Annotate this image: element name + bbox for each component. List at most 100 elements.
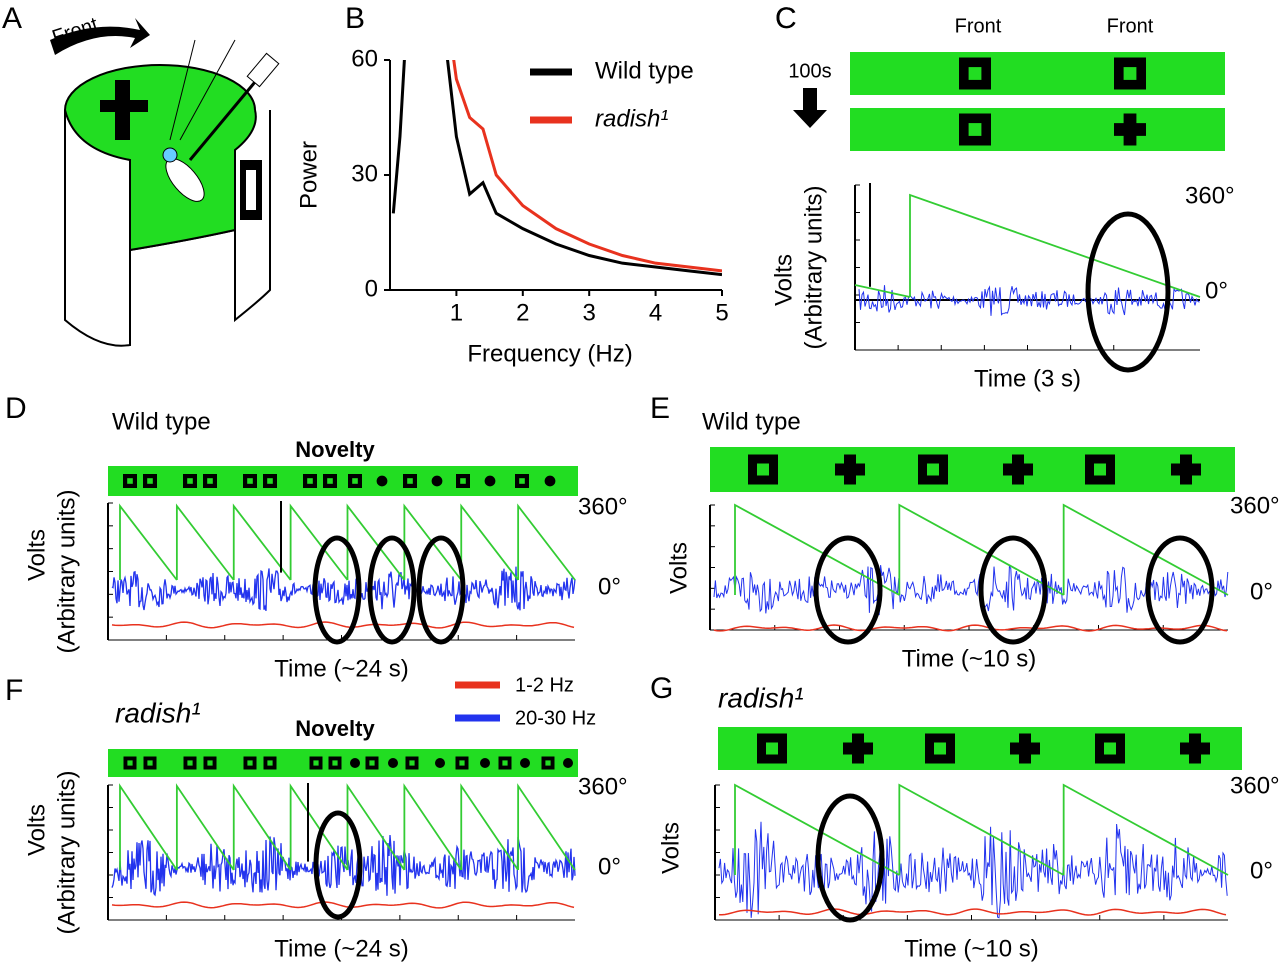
position-ramp (734, 783, 1229, 876)
highlight-ellipse (813, 535, 883, 645)
square-hole (207, 760, 213, 766)
y-axis-label: Volts (770, 254, 797, 306)
high-band-signal (718, 821, 1228, 919)
dot-pattern (435, 758, 445, 768)
high-band-signal (111, 834, 576, 897)
trace-panel (107, 783, 576, 921)
square-hole (247, 760, 253, 766)
panel-letter: B (345, 2, 365, 35)
panel-title: Wild type (112, 408, 211, 435)
square-hole (1104, 742, 1116, 755)
y-tick-label: 60 (351, 45, 378, 72)
y-axis-label: Volts (657, 822, 684, 874)
cross-pattern (843, 733, 873, 764)
dot-pattern (431, 475, 443, 487)
low-band-signal (111, 621, 575, 629)
legend-label: Wild type (595, 57, 694, 84)
panel-letter: D (5, 392, 27, 425)
y-axis-label: (Arbitrary units) (800, 185, 827, 349)
y-axis-label: Power (295, 141, 322, 209)
panel-title: radish¹ (115, 697, 201, 728)
y-axis-label: Volts (23, 529, 50, 581)
highlight-ellipse (1085, 211, 1171, 373)
legend-label: 20-30 Hz (515, 707, 596, 729)
square-hole (459, 760, 465, 766)
square-hole (187, 478, 193, 484)
angle-label: 0° (598, 573, 621, 600)
square-hole (968, 123, 982, 136)
square-hole (460, 478, 466, 484)
square-hole (147, 478, 153, 484)
cross-pattern (835, 454, 865, 485)
x-tick-label: 5 (715, 299, 728, 326)
square-hole (267, 478, 273, 484)
dot-pattern (520, 758, 530, 768)
low-band-signal (713, 624, 1228, 632)
stripe (850, 108, 1225, 151)
interval-label: 100s (788, 60, 831, 82)
angle-label: 360° (1185, 182, 1235, 209)
front-label: Front (955, 15, 1002, 37)
square-hole (207, 478, 213, 484)
dot-pattern (544, 475, 556, 487)
cross-pattern (1171, 454, 1201, 485)
cross-pattern (1003, 454, 1033, 485)
x-tick-label: 4 (649, 299, 662, 326)
legend-label: radish¹ (595, 105, 668, 132)
novelty-label: Novelty (295, 716, 375, 741)
square-hole (187, 760, 193, 766)
highlight-ellipse (416, 535, 466, 645)
square-hole (332, 760, 338, 766)
dot-pattern (388, 758, 398, 768)
stripe (710, 447, 1235, 492)
x-axis-label: Time (~24 s) (274, 935, 408, 962)
position-ramp (119, 503, 576, 581)
square-hole (313, 760, 319, 766)
panel-letter: A (2, 2, 22, 35)
square-hole (127, 760, 133, 766)
position-ramp (734, 503, 1229, 596)
highlight-ellipse (312, 535, 362, 645)
square-hole (934, 742, 946, 755)
position-ramp (909, 193, 1201, 298)
stripe (718, 727, 1242, 770)
x-axis-label: Time (~10 s) (902, 645, 1036, 672)
series-line (452, 60, 722, 273)
square-hole (327, 478, 333, 484)
angle-label: 0° (598, 853, 621, 880)
square-hole (369, 760, 375, 766)
dot-pattern (484, 475, 496, 487)
square-hole (927, 463, 939, 476)
x-axis-label: Time (~10 s) (904, 935, 1038, 962)
trace-panel (107, 501, 576, 645)
arena-illustration (50, 18, 280, 347)
legend-label: 1-2 Hz (515, 674, 574, 696)
angle-label: 0° (1205, 277, 1228, 304)
square-hole (409, 760, 415, 766)
position-ramp (119, 783, 576, 871)
panel-letter: F (5, 674, 23, 707)
dot-pattern (563, 758, 573, 768)
y-tick-label: 0 (365, 275, 378, 302)
stripe (850, 52, 1225, 95)
cross-pattern (1114, 113, 1146, 146)
angle-label: 360° (1230, 772, 1280, 799)
angle-label: 360° (578, 773, 628, 800)
square-hole (267, 760, 273, 766)
angle-label: 360° (578, 493, 628, 520)
stripe (108, 466, 578, 496)
low-band-signal (111, 901, 575, 909)
square-hole (968, 67, 982, 80)
x-axis-label: Time (3 s) (974, 365, 1081, 392)
panel-letter: C (775, 2, 797, 35)
cross-pattern (1180, 733, 1210, 764)
trace-panel (714, 783, 1229, 923)
dot-pattern (376, 475, 388, 487)
angle-label: 0° (1250, 857, 1273, 884)
square-hole (757, 463, 769, 476)
x-tick-label: 3 (583, 299, 596, 326)
y-axis-label: Volts (665, 542, 692, 594)
y-tick-label: 30 (351, 160, 378, 187)
highlight-ellipse (815, 793, 885, 923)
